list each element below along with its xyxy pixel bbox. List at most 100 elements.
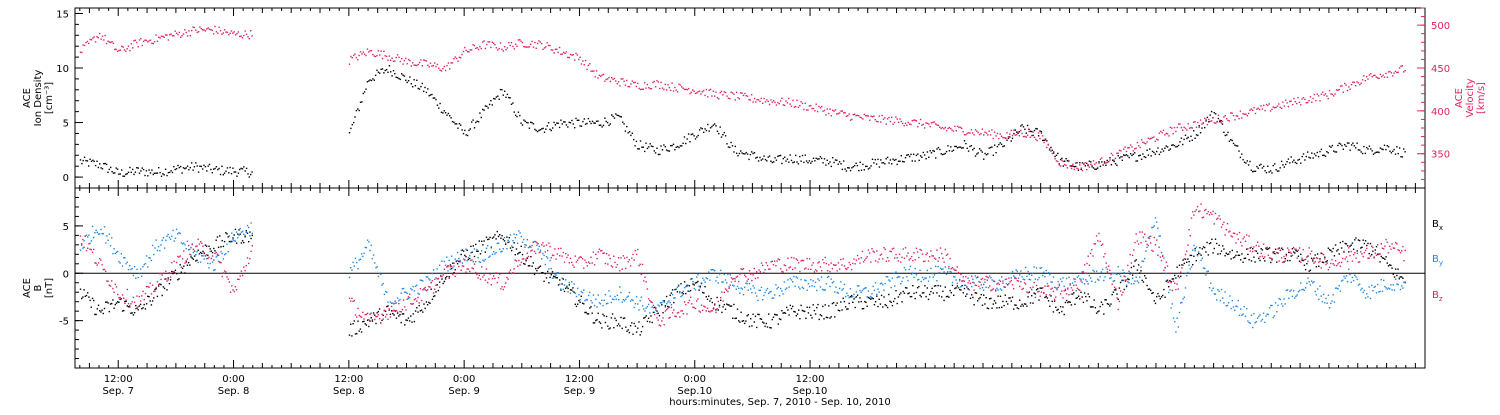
data-point (879, 291, 880, 292)
data-point (1211, 214, 1212, 215)
data-point (1009, 133, 1010, 134)
data-point (145, 263, 146, 264)
data-point (1395, 242, 1396, 243)
data-point (177, 279, 178, 280)
data-point (465, 256, 466, 257)
data-point (136, 308, 137, 309)
data-point (1265, 315, 1266, 316)
data-point (802, 155, 803, 156)
data-point (654, 81, 655, 82)
data-point (1136, 259, 1137, 260)
data-point (440, 275, 441, 276)
data-point (811, 285, 812, 286)
data-point (653, 312, 654, 313)
data-point (1103, 256, 1104, 257)
data-point (572, 291, 573, 292)
data-point (1361, 253, 1362, 254)
data-point (857, 255, 858, 256)
data-point (573, 123, 574, 124)
data-point (608, 328, 609, 329)
data-point (687, 89, 688, 90)
data-point (892, 159, 893, 160)
data-point (764, 326, 765, 327)
data-point (1352, 260, 1353, 261)
data-point (942, 291, 943, 292)
data-point (94, 36, 95, 37)
data-point (1218, 245, 1219, 246)
data-point (1312, 157, 1313, 158)
data-point (972, 297, 973, 298)
data-point (223, 32, 224, 33)
data-point (584, 64, 585, 65)
data-point (1397, 284, 1398, 285)
data-point (1229, 120, 1230, 121)
data-point (552, 255, 553, 256)
data-point (1284, 105, 1285, 106)
data-point (963, 276, 964, 277)
data-point (1011, 280, 1012, 281)
data-point (798, 163, 799, 164)
data-point (596, 121, 597, 122)
data-point (477, 121, 478, 122)
data-point (710, 310, 711, 311)
data-point (542, 49, 543, 50)
data-point (427, 289, 428, 290)
data-point (144, 40, 145, 41)
data-point (990, 134, 991, 135)
data-point (1100, 159, 1101, 160)
data-point (700, 311, 701, 312)
data-point (196, 260, 197, 261)
data-point (607, 78, 608, 79)
data-point (1190, 255, 1191, 256)
data-point (1092, 270, 1093, 271)
data-point (163, 286, 164, 287)
data-point (1387, 242, 1388, 243)
data-point (635, 303, 636, 304)
data-point (446, 115, 447, 116)
data-point (372, 320, 373, 321)
data-point (608, 125, 609, 126)
data-point (157, 296, 158, 297)
data-point (1381, 243, 1382, 244)
data-point (1220, 253, 1221, 254)
data-point (642, 305, 643, 306)
data-point (232, 239, 233, 240)
data-point (496, 47, 497, 48)
data-point (919, 270, 920, 271)
data-point (1085, 162, 1086, 163)
data-point (1167, 281, 1168, 282)
data-point (755, 101, 756, 102)
data-point (972, 149, 973, 150)
data-point (829, 286, 830, 287)
data-point (890, 159, 891, 160)
data-point (1128, 271, 1129, 272)
data-point (802, 287, 803, 288)
data-point (498, 277, 499, 278)
data-point (1331, 259, 1332, 260)
data-point (409, 297, 410, 298)
data-point (1390, 284, 1391, 285)
data-point (945, 286, 946, 287)
data-point (458, 266, 459, 267)
data-point (843, 298, 844, 299)
data-point (1065, 158, 1066, 159)
data-point (744, 153, 745, 154)
data-point (98, 305, 99, 306)
data-point (1019, 300, 1020, 301)
data-point (413, 313, 414, 314)
data-point (246, 230, 247, 231)
data-point (689, 291, 690, 292)
data-point (737, 276, 738, 277)
data-point (120, 173, 121, 174)
data-point (1132, 255, 1133, 256)
data-point (1020, 281, 1021, 282)
data-point (1000, 296, 1001, 297)
data-point (1181, 264, 1182, 265)
data-point (459, 260, 460, 261)
data-point (524, 264, 525, 265)
data-point (728, 146, 729, 147)
data-point (575, 53, 576, 54)
data-point (352, 57, 353, 58)
data-point (349, 298, 350, 299)
data-point (1275, 107, 1276, 108)
